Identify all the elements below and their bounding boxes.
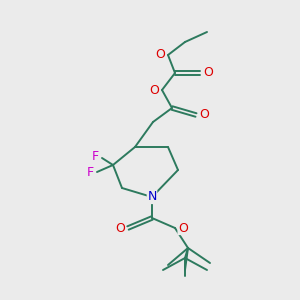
- Text: F: F: [86, 166, 94, 178]
- Text: O: O: [149, 83, 159, 97]
- Text: O: O: [199, 109, 209, 122]
- Text: F: F: [92, 149, 99, 163]
- Text: O: O: [178, 221, 188, 235]
- Text: O: O: [115, 221, 125, 235]
- Text: N: N: [147, 190, 157, 203]
- Text: O: O: [203, 67, 213, 80]
- Text: O: O: [155, 49, 165, 62]
